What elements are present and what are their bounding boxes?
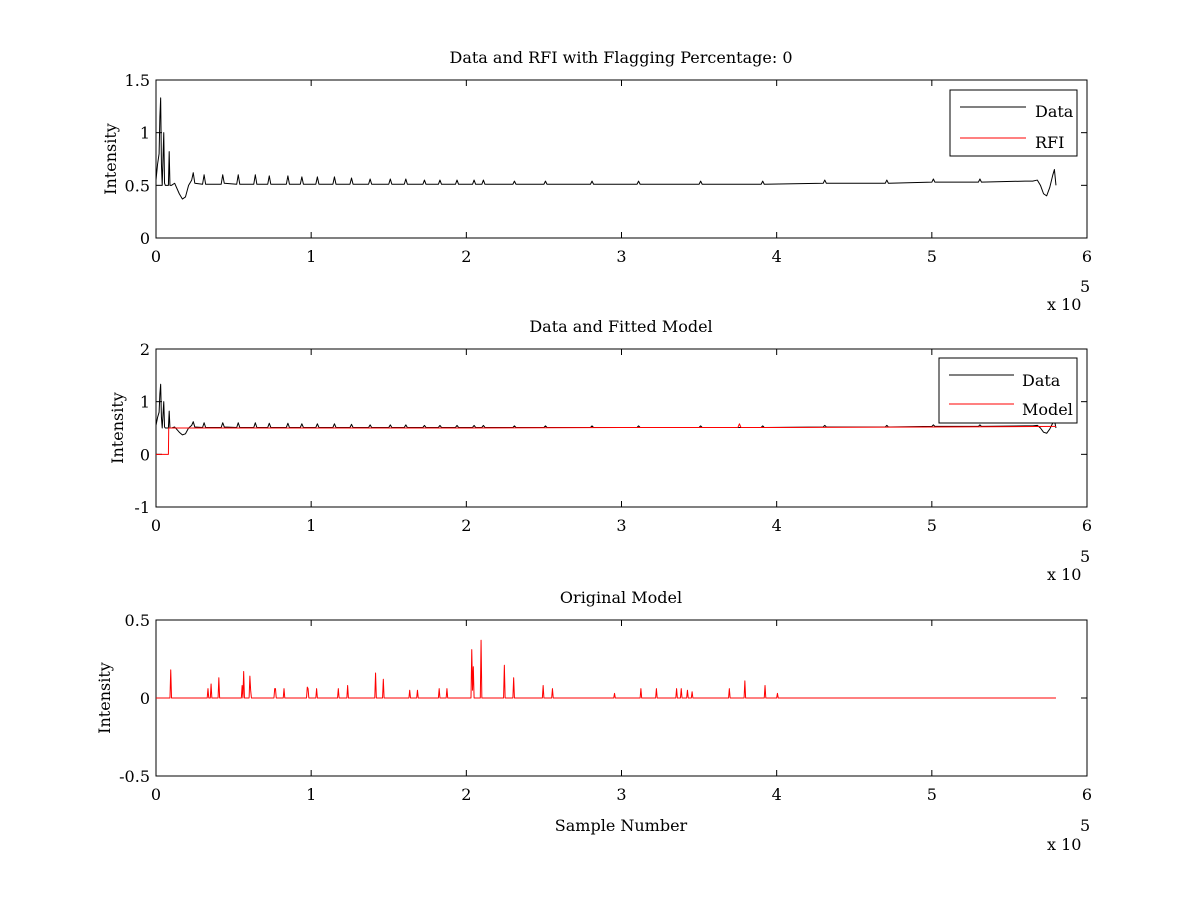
legend-label-rfi: RFI [1035, 133, 1064, 152]
legend-label-data: Data [1035, 102, 1074, 121]
series-line-data [155, 97, 1057, 200]
y-tick-label: 0 [140, 689, 150, 708]
x-tick-label: 3 [616, 247, 626, 266]
series-line-data [155, 383, 1057, 436]
x-tick-label: 5 [927, 247, 937, 266]
x-tick-label: 5 [927, 516, 937, 535]
y-tick-label: 2 [140, 340, 150, 359]
subplot-2-ylabel: Intensity [108, 392, 127, 464]
subplot-1-x-scale-exponent: 5 [1080, 277, 1090, 296]
x-tick-label: 1 [306, 516, 316, 535]
subplot-3-x-scale-label: x 10 [1047, 835, 1081, 854]
y-tick-label: 1 [140, 393, 150, 412]
legend-label-model: Model [1022, 400, 1073, 419]
y-tick-label: -0.5 [119, 767, 150, 786]
subplot-3-plot-area: 0 1 2 3 4 5 6-0.500.5 [119, 611, 1092, 804]
x-tick-label: 2 [461, 785, 471, 804]
subplot-1-plot-area: 0 1 2 3 4 5 6 0 0.5 1 1.5 [125, 71, 1093, 266]
x-tick-label: 3 [616, 516, 626, 535]
x-tick-label: 4 [772, 516, 782, 535]
series-line-model [156, 423, 1056, 455]
subplot-3-title: Original Model [560, 588, 682, 607]
x-tick-label: 1 [306, 247, 316, 266]
y-tick-label: 0 [140, 229, 150, 248]
legend-box [949, 89, 1078, 157]
subplot-2-x-scale-label: x 10 [1047, 565, 1081, 584]
subplot-2-title: Data and Fitted Model [529, 317, 712, 336]
x-tick-label: 4 [772, 247, 782, 266]
subplot-3-x-scale-exponent: 5 [1080, 816, 1090, 835]
x-tick-label: 6 [1082, 247, 1092, 266]
x-tick-label: 2 [461, 247, 471, 266]
y-tick-label: 1 [140, 124, 150, 143]
subplot-3-xlabel: Sample Number [555, 816, 688, 835]
x-tick-label: 5 [927, 785, 937, 804]
subplot-1-x-scale-label: x 10 [1047, 295, 1081, 314]
subplot-1-legend: Data RFI [949, 89, 1078, 157]
y-tick-label: 1.5 [125, 71, 150, 90]
subplot-3: Original Model 0 1 2 3 4 5 6-0.500.5 Intensity… [95, 588, 1092, 854]
subplot-2-legend: Data Model [938, 357, 1078, 424]
legend-label-data: Data [1022, 371, 1061, 390]
x-tick-label: 0 [151, 516, 161, 535]
subplot-1: Data and RFI with Flagging Percentage: 0… [101, 48, 1092, 314]
y-tick-label: 0.5 [125, 611, 150, 630]
x-tick-label: 1 [306, 785, 316, 804]
subplot-1-ylabel: Intensity [101, 123, 120, 195]
y-tick-label: -1 [134, 498, 150, 517]
subplot-1-title: Data and RFI with Flagging Percentage: 0 [449, 48, 792, 67]
subplot-1-axes [155, 79, 1088, 239]
x-tick-label: 3 [616, 785, 626, 804]
x-tick-label: 0 [151, 247, 161, 266]
x-tick-label: 0 [151, 785, 161, 804]
subplot-2-x-scale-exponent: 5 [1080, 547, 1090, 566]
y-tick-label: 0.5 [125, 176, 150, 195]
subplot-3-ylabel: Intensity [95, 662, 114, 734]
x-tick-label: 2 [461, 516, 471, 535]
x-tick-label: 4 [772, 785, 782, 804]
series-line-series-1 [156, 639, 1056, 699]
y-tick-label: 0 [140, 445, 150, 464]
legend-box [938, 357, 1078, 424]
x-tick-label: 6 [1082, 516, 1092, 535]
x-tick-label: 6 [1082, 785, 1092, 804]
